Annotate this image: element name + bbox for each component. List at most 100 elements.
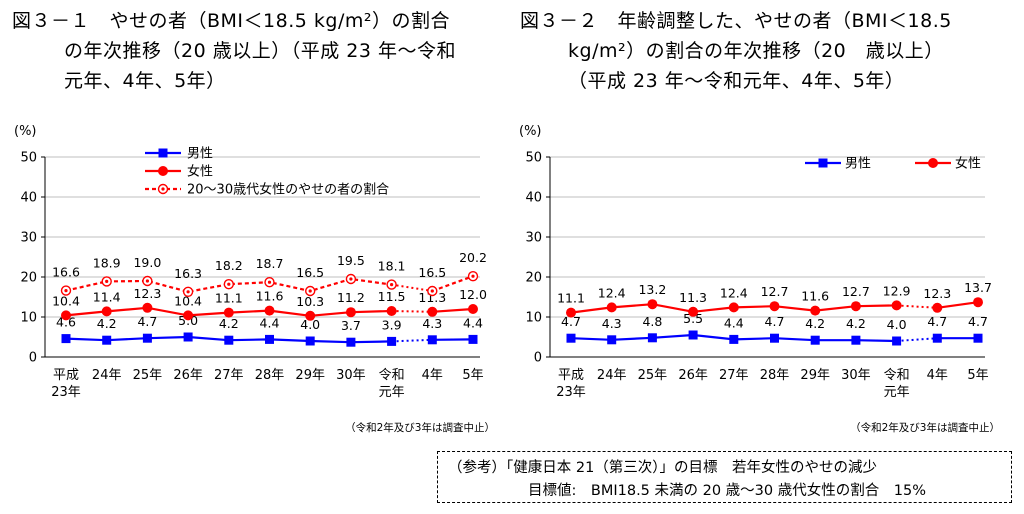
data-point xyxy=(264,305,275,316)
x-tick-label: 4年 xyxy=(927,368,948,383)
legend-marker xyxy=(158,166,168,176)
data-point-dot xyxy=(145,279,149,283)
data-point-dot xyxy=(186,290,190,294)
legend-label: 女性 xyxy=(955,156,981,172)
data-point-dot xyxy=(390,283,394,287)
chart-figure-1: (%) 0 10 20 30 40 50 平成 23年 24年 25年 26年 27年 28年 29年 30年… xyxy=(14,124,495,434)
data-label: 11.5 xyxy=(378,289,406,304)
y-tick-label: 20 xyxy=(20,271,37,286)
figure-2-title-line: 図３－２ 年齢調整した、やせの者（BMI＜18.5 xyxy=(520,10,952,32)
data-point-dot xyxy=(64,289,68,293)
series-line xyxy=(432,307,474,313)
data-point xyxy=(891,300,902,311)
data-point xyxy=(142,302,153,313)
data-label: 12.4 xyxy=(598,285,626,300)
data-label: 20.2 xyxy=(459,250,487,265)
figure-2-title: 図３－２ 年齢調整した、やせの者（BMI＜18.5 kg/m²）の割合の年次推移… xyxy=(520,6,1020,96)
data-label: 4.7 xyxy=(765,314,785,329)
data-point-dot xyxy=(105,279,109,283)
data-label: 5.0 xyxy=(178,313,198,328)
x-tick-label: 30年 xyxy=(336,368,366,383)
data-label: 11.4 xyxy=(93,289,121,304)
x-tick-label: 26年 xyxy=(678,368,708,383)
data-point xyxy=(932,302,943,313)
data-point-dot xyxy=(308,289,312,293)
data-label: 13.2 xyxy=(638,282,666,297)
data-point xyxy=(142,333,152,343)
data-point xyxy=(101,306,112,317)
data-point xyxy=(566,307,576,318)
data-label: 16.6 xyxy=(52,265,80,280)
x-tick-label: 5年 xyxy=(967,368,988,383)
data-label: 4.2 xyxy=(805,316,825,331)
series-circle: 10.4 11.4 12.3 10.4 11.1 11.6 10.3 11.2 11.5 11.3… xyxy=(52,286,487,321)
y-tick-label: 0 xyxy=(29,351,37,366)
data-point xyxy=(61,310,71,321)
x-tick-label: 28年 xyxy=(255,368,285,383)
data-point xyxy=(566,333,576,343)
data-label: 11.3 xyxy=(679,290,707,305)
data-label: 18.7 xyxy=(256,256,284,271)
reference-text-line2: 目標値: BMI18.5 未満の 20 歳～30 歳代女性の割合 15% xyxy=(528,483,926,499)
data-point xyxy=(305,336,315,346)
data-point-dot xyxy=(349,277,353,281)
data-label: 4.7 xyxy=(561,314,581,329)
data-label: 3.9 xyxy=(382,317,402,332)
data-point xyxy=(61,334,71,344)
legend-marker xyxy=(158,148,168,158)
data-label: 4.2 xyxy=(219,316,239,331)
data-label: 4.2 xyxy=(97,316,117,331)
x-tick-label: 25年 xyxy=(133,368,163,383)
series-ring: 16.6 18.9 19.0 16.3 18.2 18.7 16.5 19.5 18.1 16.5… xyxy=(52,250,487,298)
data-label: 12.7 xyxy=(761,284,789,299)
x-tick-label: 29年 xyxy=(295,368,325,383)
series-line xyxy=(65,277,392,293)
data-label: 4.7 xyxy=(137,314,157,329)
series-square: 4.7 4.3 4.8 5.5 4.4 4.7 4.2 4.2 4.0 4.7 4.7 xyxy=(561,311,988,346)
data-point xyxy=(728,302,739,313)
data-label: 16.5 xyxy=(296,265,324,280)
legend-label: 20～30歳代女性のやせの者の割合 xyxy=(187,182,389,198)
x-tick-label: 5年 xyxy=(462,368,483,383)
y-tick-label: 50 xyxy=(525,151,542,166)
data-label: 11.1 xyxy=(557,291,585,306)
x-tick-label: 令和元年 xyxy=(379,368,405,400)
data-label: 4.3 xyxy=(602,316,622,331)
data-label: 4.0 xyxy=(300,317,320,332)
data-point xyxy=(607,335,617,345)
figure-1-title-line: 元年、4年、5年） xyxy=(64,70,226,92)
data-label: 4.7 xyxy=(927,314,947,329)
data-label: 4.0 xyxy=(887,317,907,332)
x-tick-label: 24年 xyxy=(597,368,627,383)
data-label: 10.4 xyxy=(174,293,202,308)
x-tick-label: 令和元年 xyxy=(884,368,910,400)
reference-text-line1: （参考）「健康日本 21（第三次）」の目標 若年女性のやせの減少 xyxy=(448,460,878,476)
data-point xyxy=(183,332,193,342)
data-label: 12.4 xyxy=(720,285,748,300)
data-point xyxy=(223,307,234,318)
x-tick-label: 26年 xyxy=(173,368,203,383)
figure-2-title-line: kg/m²）の割合の年次推移（20 歳以上） xyxy=(568,40,944,62)
data-label: 10.4 xyxy=(52,293,80,308)
data-label: 12.0 xyxy=(459,287,487,302)
series-gap-line xyxy=(391,283,433,292)
data-label: 12.3 xyxy=(133,286,161,301)
data-point xyxy=(386,306,397,316)
chart-figure-2: (%) 0 10 20 30 40 50 平成 23年 24年 25年 26年 27年 28年 29年 30年… xyxy=(519,124,1000,434)
series-line xyxy=(937,301,979,309)
series-gap-line xyxy=(391,338,433,343)
series-line xyxy=(431,275,474,293)
data-point xyxy=(427,306,438,317)
x-tick-label: 4年 xyxy=(422,368,443,383)
y-tick-label: 40 xyxy=(20,191,37,206)
survey-note: （令和2年及び3年は調査中止） xyxy=(345,421,495,434)
y-tick-label: 30 xyxy=(20,231,37,246)
data-label: 4.2 xyxy=(846,316,866,331)
data-label: 11.1 xyxy=(215,291,243,306)
y-tick-label: 10 xyxy=(20,311,37,326)
legend-label: 男性 xyxy=(187,147,213,162)
data-point xyxy=(305,310,316,321)
data-label: 4.6 xyxy=(56,315,76,330)
series-circle: 11.1 12.4 13.2 11.3 12.4 12.7 11.6 12.7 12.9 12.3… xyxy=(557,280,992,318)
